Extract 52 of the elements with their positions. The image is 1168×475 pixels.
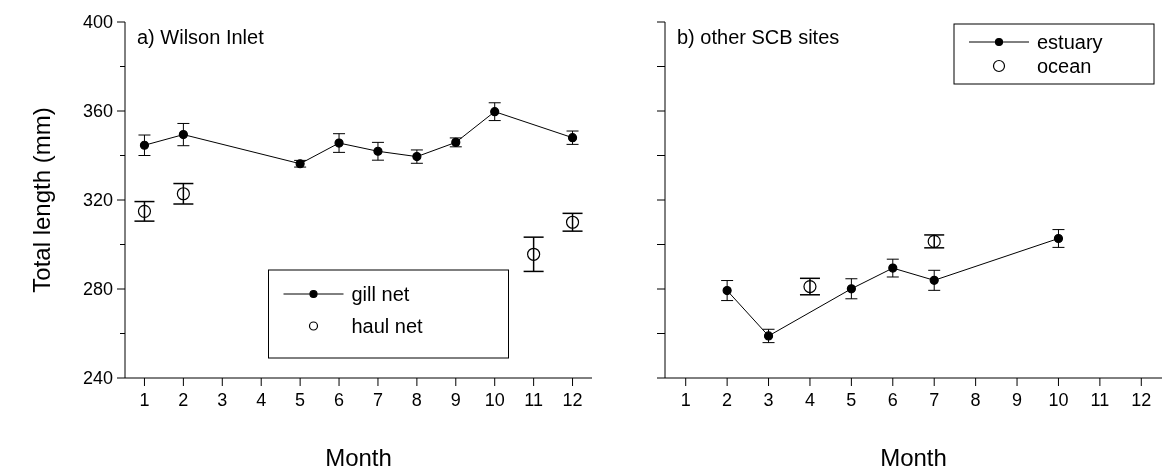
point <box>888 263 898 273</box>
point <box>722 285 732 296</box>
x-tick-label: 4 <box>256 390 267 410</box>
point <box>490 107 500 117</box>
point <box>139 140 150 150</box>
chart-title: a) Wilson Inlet <box>137 26 265 48</box>
x-tick-label: 5 <box>846 390 857 410</box>
x-tick-label: 4 <box>804 390 815 410</box>
point <box>846 284 856 294</box>
point <box>334 138 344 148</box>
point <box>1053 233 1064 244</box>
x-tick-label: 10 <box>484 390 505 410</box>
x-tick-label: 7 <box>929 390 940 410</box>
x-tick-label: 7 <box>372 390 383 410</box>
y-tick-label: 360 <box>82 101 113 122</box>
x-tick-label: 9 <box>450 390 461 410</box>
x-tick-label: 12 <box>1131 390 1152 410</box>
x-tick-label: 3 <box>763 390 774 410</box>
x-tick-label: 11 <box>524 390 543 410</box>
x-tick-label: 8 <box>411 390 422 410</box>
x-tick-label: 10 <box>1048 390 1069 410</box>
legend-label: haul net <box>351 315 424 337</box>
point <box>373 146 383 156</box>
y-tick-label: 240 <box>82 368 113 389</box>
x-tick-label: 2 <box>178 390 189 410</box>
x-tick-label: 1 <box>139 390 150 410</box>
point <box>178 129 188 140</box>
chart-title: b) other SCB sites <box>677 26 840 48</box>
x-tick-label: 1 <box>680 390 691 410</box>
x-axis-title: Month <box>325 444 392 471</box>
legend-label: estuary <box>1037 31 1103 53</box>
point <box>927 234 941 248</box>
point <box>929 275 939 285</box>
legend-label: ocean <box>1037 55 1092 77</box>
x-tick-label: 5 <box>295 390 306 410</box>
x-tick-label: 11 <box>1090 390 1110 410</box>
y-axis-title: Total length (mm) <box>28 107 55 293</box>
x-tick-label: 8 <box>970 390 981 410</box>
legend-label: gill net <box>351 283 410 305</box>
x-axis-title: Month <box>880 444 947 471</box>
x-tick-label: 6 <box>334 390 345 410</box>
point <box>527 247 541 261</box>
x-tick-label: 2 <box>722 390 733 410</box>
x-tick-label: 6 <box>887 390 898 410</box>
x-tick-label: 12 <box>562 390 583 410</box>
y-tick-label: 280 <box>82 279 113 300</box>
x-tick-label: 3 <box>217 390 228 410</box>
point <box>176 187 190 201</box>
y-tick-label: 320 <box>82 190 113 211</box>
x-tick-label: 9 <box>1012 390 1023 410</box>
y-tick-label: 400 <box>82 12 113 33</box>
point <box>803 279 817 294</box>
